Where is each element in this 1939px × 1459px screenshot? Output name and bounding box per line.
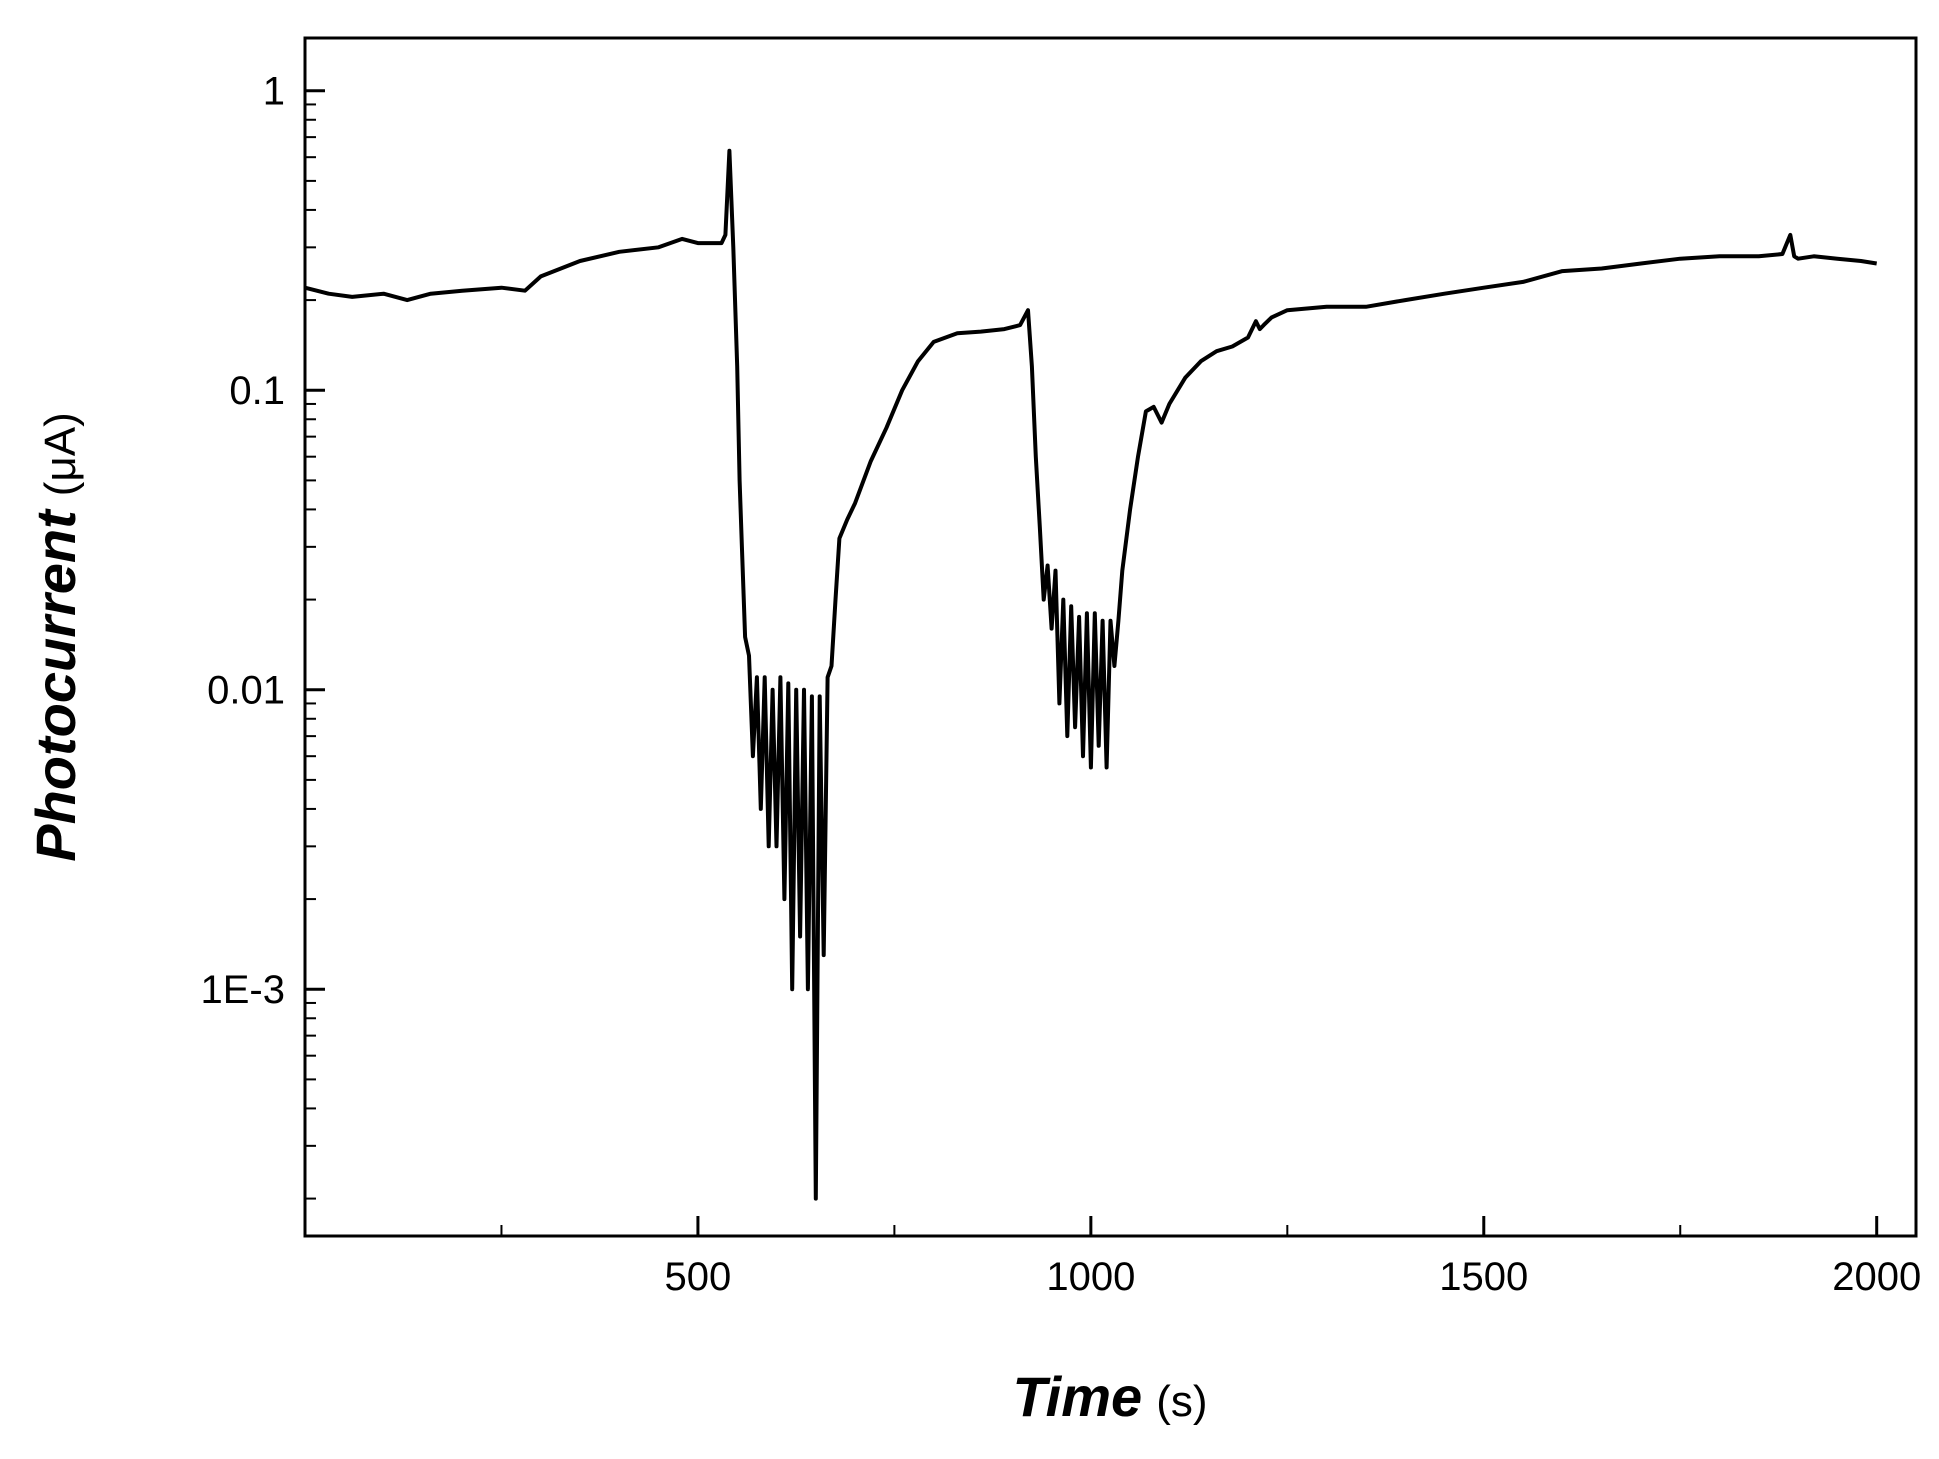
- series-layer: [304, 148, 1878, 1201]
- y-axis-ticks: 1 0.1 0.01 1E-3: [201, 70, 325, 1012]
- y-tick-label-3: 1E-3: [201, 968, 286, 1012]
- y-axis-title-unit: (μA): [36, 412, 85, 496]
- x-tick-label-3: 2000: [1832, 1255, 1921, 1299]
- y-axis-title-main: Photocurrent: [24, 508, 87, 862]
- y-tick-label-2: 0.01: [207, 669, 285, 713]
- x-tick-label-0: 500: [665, 1255, 732, 1299]
- x-axis-title-main: Time: [1012, 1365, 1142, 1428]
- y-axis-title: Photocurrent (μA): [24, 412, 87, 862]
- x-tick-label-2: 1500: [1439, 1255, 1528, 1299]
- x-axis-ticks: 500 1000 1500 2000: [665, 1216, 1921, 1299]
- minor-ticks: [305, 103, 1682, 1236]
- y-tick-label-1: 0.1: [229, 369, 285, 413]
- y-tick-label-0: 1: [263, 70, 285, 114]
- x-tick-label-1: 1000: [1046, 1255, 1135, 1299]
- x-axis-title-unit: (s): [1156, 1377, 1207, 1426]
- x-axis-title: Time (s): [1012, 1365, 1207, 1428]
- series-line-0: [304, 148, 1878, 1201]
- plot-frame: [303, 36, 1918, 1238]
